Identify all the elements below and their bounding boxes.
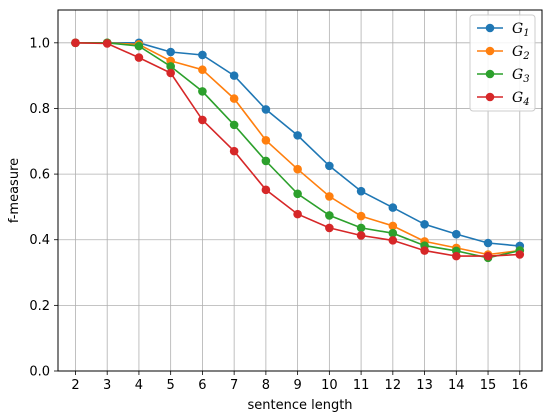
legend-box [469,14,536,112]
x-tick-label: 16 [512,378,529,393]
x-tick-label: 4 [135,378,143,393]
data-point-g2 [325,192,334,201]
x-tick-label: 6 [198,378,206,393]
data-point-g4 [420,246,429,255]
data-point-g4 [483,251,493,261]
data-point-g4 [452,251,461,261]
data-point-g4 [166,68,175,78]
data-point-g1 [293,131,302,140]
data-point-g2 [198,65,207,75]
y-tick-label: 0.8 [29,102,50,117]
legend-label-subscript: 2 [522,51,529,62]
legend-label-main: G [512,21,523,37]
legend-label-main: G [512,90,523,106]
y-tick-label: 0.0 [29,365,50,380]
data-point-g2 [229,94,239,103]
x-axis-label: sentence length [247,398,352,413]
data-point-g4 [71,38,80,48]
data-point-g1 [452,229,461,239]
legend-label-g1: G1 [512,21,530,39]
y-tick-label: 0.6 [29,168,50,183]
data-point-g4 [134,53,144,62]
x-tick-label: 14 [448,378,465,393]
x-tick-label: 2 [71,378,79,393]
x-tick-label: 3 [103,378,111,393]
data-point-g4 [293,209,302,219]
legend-label-main: G [512,67,523,83]
x-tick-label: 5 [167,378,175,393]
legend-label-main: G [512,44,523,60]
y-axis-label: f-measure [7,158,22,223]
x-tick-label: 12 [385,378,402,393]
data-point-g4 [325,223,334,233]
x-tick-label: 10 [321,378,338,393]
series-layer [71,38,525,263]
data-point-g4 [229,146,239,156]
data-point-g1 [420,220,429,229]
data-point-g3 [166,62,175,71]
legend-label-subscript: 3 [523,74,529,85]
data-point-g2 [356,211,366,221]
data-point-g1 [388,203,398,212]
data-point-g4 [515,250,525,259]
data-point-g1 [325,161,334,171]
legend-label-subscript: 1 [523,28,529,39]
data-point-g1 [483,238,493,248]
x-tick-label: 15 [480,378,497,393]
legend-marker-g4 [485,92,495,102]
y-tick-label: 0.4 [29,233,50,248]
data-point-g4 [261,185,271,195]
data-point-g3 [293,189,302,199]
data-point-g1 [166,47,175,57]
x-tick-label: 8 [262,378,270,393]
data-point-g4 [102,39,112,48]
data-point-g3 [388,228,398,238]
data-point-g3 [325,211,334,220]
data-point-g4 [388,236,398,245]
y-tick-label: 1.0 [29,36,50,51]
data-point-g2 [388,221,398,231]
x-tick-label: 9 [293,378,301,393]
ticks: 2 3 4 5 6 7 8 9 10 11 12 13 14 15 16 0.0 0.2 0.4 0.6 0.8 1.0 [29,36,528,393]
data-point-g3 [356,223,366,233]
series-g4 [71,38,525,261]
data-point-g1 [261,105,271,114]
data-point-g3 [261,156,271,166]
plot-frame [57,9,543,372]
data-point-g1 [198,50,207,60]
data-point-g3 [198,87,207,96]
data-point-g4 [198,115,207,125]
legend-marker-g1 [485,23,495,33]
data-point-g2 [293,164,302,174]
legend-label-g3: G3 [512,67,530,85]
legend-label-subscript: 4 [522,97,529,108]
x-tick-label: 13 [416,378,433,393]
data-point-g2 [261,135,271,145]
data-point-g3 [229,120,239,130]
data-point-g4 [356,231,366,240]
x-tick-label: 7 [230,378,238,393]
legend-marker-g3 [485,69,495,79]
y-tick-label: 0.2 [29,299,50,314]
legend-label-g4: G4 [512,90,530,108]
legend-marker-g2 [485,46,495,56]
data-point-g1 [356,186,366,196]
legend-label-g2: G2 [512,44,530,62]
data-point-g1 [229,71,239,80]
grid [58,10,542,372]
data-point-g3 [134,41,144,51]
x-tick-label: 11 [353,378,370,393]
